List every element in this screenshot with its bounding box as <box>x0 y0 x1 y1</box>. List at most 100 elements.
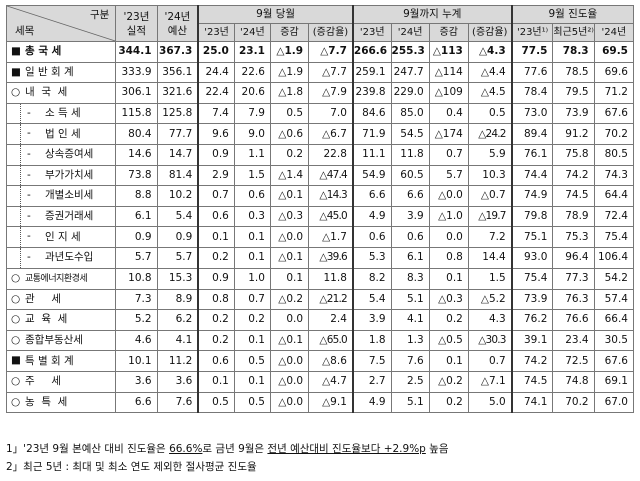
table-cell: △4.5 <box>467 82 513 104</box>
table-cell: △4.7 <box>308 370 354 393</box>
table-cell: 10.8 <box>115 267 158 290</box>
table-cell: 75.4 <box>593 226 635 248</box>
row-marker: - <box>27 168 31 181</box>
table-cell: 7.6 <box>156 391 199 414</box>
table-cell: 76.6 <box>552 309 595 331</box>
table-cell: 76.3 <box>552 288 595 311</box>
table-cell: 70.2 <box>552 391 595 414</box>
table-cell: 11.1 <box>351 143 392 166</box>
table-cell: 64.4 <box>593 185 635 207</box>
row-marker: ○ <box>11 292 21 305</box>
table-cell: 39.1 <box>510 329 554 352</box>
table-cell: 0.1 <box>428 267 469 290</box>
table-cell: 23.4 <box>552 329 595 352</box>
table-cell: △0.1 <box>269 246 310 269</box>
table-cell: 1.5 <box>467 267 513 290</box>
table-cell: 20.6 <box>233 82 271 104</box>
row-marker: ○ <box>11 313 21 326</box>
table-cell: 0.5 <box>197 391 235 414</box>
row-label-cell: ○ 내 국 세 <box>5 82 117 104</box>
table-cell: 7.0 <box>308 102 354 125</box>
row-label-cell: - 개별소비세 <box>5 185 117 207</box>
table-row: ○ 관 세 7.3 8.9 0.8 0.7 △0.2 △21.2 5.4 5.1 △0.3 △5.2 7… <box>5 288 635 311</box>
table-cell: 367.3 <box>156 41 199 63</box>
table-cell: △6.7 <box>308 123 354 145</box>
table-cell: 229.0 <box>390 82 430 104</box>
table-row: ○ 교 육 세 5.2 6.2 0.2 0.2 0.0 2.4 3.9 4.1 0.2 4.3 76.2… <box>5 309 635 331</box>
table-cell: 5.3 <box>351 246 392 269</box>
table-cell: △5.2 <box>467 288 513 311</box>
row-label: 관 세 <box>25 292 62 305</box>
sub-header-sep-23: '23년 <box>197 23 235 42</box>
table-cell: △4.4 <box>467 61 513 84</box>
table-row: - 법 인 세 80.4 77.7 9.6 9.0 △0.6 △6.7 71.9 54.5 △174… <box>5 123 635 145</box>
table-cell: 76.1 <box>510 143 554 166</box>
row-marker: - <box>27 189 31 202</box>
table-cell: 0.7 <box>197 185 235 207</box>
table-cell: 125.8 <box>156 102 199 125</box>
row-label: 주 세 <box>25 375 62 388</box>
sub-header-prog-5yr: 최근5년²⁾ <box>552 23 595 42</box>
table-cell: 0.1 <box>233 246 271 269</box>
row-label: 개별소비세 <box>45 189 94 202</box>
table-cell: △0.6 <box>269 123 310 145</box>
table-cell: 93.0 <box>510 246 554 269</box>
table-cell: 77.7 <box>156 123 199 145</box>
table-cell: 6.2 <box>156 309 199 331</box>
row-marker: - <box>27 106 31 119</box>
table-cell: △21.2 <box>308 288 354 311</box>
sub-header-cum-23: '23년 <box>351 23 392 42</box>
table-cell: 10.1 <box>115 350 158 372</box>
row-marker: ○ <box>11 271 21 284</box>
table-cell: 0.5 <box>269 102 310 125</box>
sub-header-sep-24: '24년 <box>233 23 271 42</box>
table-cell: 91.2 <box>552 123 595 145</box>
table-cell: 0.6 <box>390 226 430 248</box>
table-cell: △45.0 <box>308 205 354 228</box>
row-marker: - <box>27 230 31 243</box>
table-cell: 78.9 <box>552 205 595 228</box>
table-cell: 0.7 <box>428 143 469 166</box>
group-header-cumulative: 9월까지 누계 <box>351 5 513 24</box>
indent-guide <box>20 104 21 123</box>
table-cell: 79.8 <box>510 205 554 228</box>
table-cell: 67.0 <box>593 391 635 414</box>
table-row: - 증권거래세 6.1 5.4 0.6 0.3 △0.3 △45.0 4.9 3.9 △1.0 △19… <box>5 205 635 228</box>
table-cell: △0.0 <box>269 350 310 372</box>
table-cell: 0.2 <box>269 143 310 166</box>
table-cell: 0.8 <box>197 288 235 311</box>
table-cell: 0.9 <box>197 267 235 290</box>
table-cell: △8.6 <box>308 350 354 372</box>
table-cell: 78.3 <box>552 41 595 63</box>
table-cell: 69.1 <box>593 370 635 393</box>
table-cell: 23.1 <box>233 41 271 63</box>
row-marker: - <box>27 127 31 140</box>
indent-guide <box>20 124 21 144</box>
table-cell: 3.9 <box>351 309 392 331</box>
table-cell: 0.9 <box>156 226 199 248</box>
table-cell: 74.5 <box>510 370 554 393</box>
table-cell: △24.2 <box>467 123 513 145</box>
table-cell: △0.3 <box>269 205 310 228</box>
table-cell: 115.8 <box>115 102 158 125</box>
row-marker: ■ <box>11 45 21 57</box>
table-cell: 5.9 <box>467 143 513 166</box>
table-cell: 5.1 <box>390 391 430 414</box>
table-cell: 74.1 <box>510 391 554 414</box>
table-cell: 0.9 <box>197 143 235 166</box>
table-cell: 4.6 <box>115 329 158 352</box>
table-cell: 6.6 <box>390 185 430 207</box>
row-label: 일 반 회 계 <box>25 65 74 78</box>
table-cell: 5.7 <box>156 246 199 269</box>
table-cell: 1.3 <box>390 329 430 352</box>
table-cell: 0.2 <box>197 329 235 352</box>
table-row: - 상속증여세 14.6 14.7 0.9 1.1 0.2 22.8 11.1 11.8 0.7 5.… <box>5 143 635 166</box>
table-cell: 0.1 <box>197 226 235 248</box>
table-cell: 77.5 <box>510 41 554 63</box>
row-marker: - <box>27 209 31 222</box>
table-cell: △113 <box>428 41 469 63</box>
table-cell: 69.5 <box>593 41 635 63</box>
table-cell: △7.9 <box>308 82 354 104</box>
table-cell: 106.4 <box>593 246 635 269</box>
group-header-progress: 9월 진도율 <box>510 5 634 24</box>
